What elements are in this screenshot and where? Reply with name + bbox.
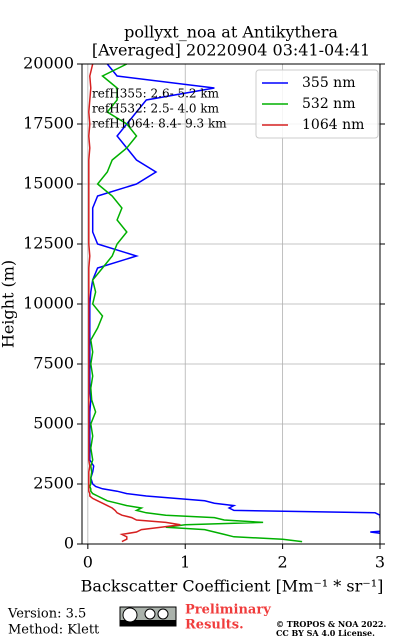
line: [88, 64, 181, 543]
version: Version: 3.5: [7, 607, 86, 622]
y-tick-label: 0: [64, 534, 74, 553]
x-tick-label: 1: [180, 553, 190, 572]
x-tick-label: 2: [278, 553, 288, 572]
copyright: © TROPOS & NOA 2022.: [276, 619, 386, 629]
chart-subtitle: [Averaged] 20220904 03:41-04:41: [92, 41, 370, 60]
line: [89, 64, 380, 534]
y-tick-label: 15000: [23, 174, 74, 193]
preliminary: Results.: [185, 618, 244, 633]
plot-frame: [81, 63, 381, 545]
y-axis-label: Height (m): [0, 260, 18, 348]
legend-label: 1064 nm: [302, 117, 364, 133]
line: [88, 64, 303, 543]
copyright: CC BY SA 4.0 License.: [276, 628, 375, 638]
y-tick-label: 17500: [23, 114, 74, 133]
y-tick-label: 7500: [33, 354, 74, 373]
x-tick-label: 0: [83, 553, 93, 572]
annotation: refH1064: 8.4- 9.3 km: [92, 117, 227, 131]
y-tick-label: 2500: [33, 474, 74, 493]
x-tick-label: 3: [375, 553, 385, 572]
y-tick-label: 10000: [23, 294, 74, 313]
legend-label: 532 nm: [302, 96, 355, 112]
y-tick-label: 5000: [33, 414, 74, 433]
annotation: refH532: 2.5- 4.0 km: [92, 102, 220, 116]
legend-box: [255, 69, 379, 139]
x-axis-label: Backscatter Coefficient [Mm⁻¹ * sr⁻¹]: [81, 577, 384, 596]
annotation: refH355: 2.6- 5.2 km: [92, 87, 220, 101]
plot-lines: [88, 64, 380, 543]
cc-logo: [119, 606, 177, 627]
y-tick-label: 20000: [23, 54, 74, 73]
method: Method: Klett: [8, 623, 100, 638]
y-tick-label: 12500: [23, 234, 74, 253]
legend-label: 355 nm: [302, 75, 355, 91]
preliminary: Preliminary: [185, 603, 271, 618]
chart-title: pollyxt_noa at Antikythera: [124, 23, 338, 42]
